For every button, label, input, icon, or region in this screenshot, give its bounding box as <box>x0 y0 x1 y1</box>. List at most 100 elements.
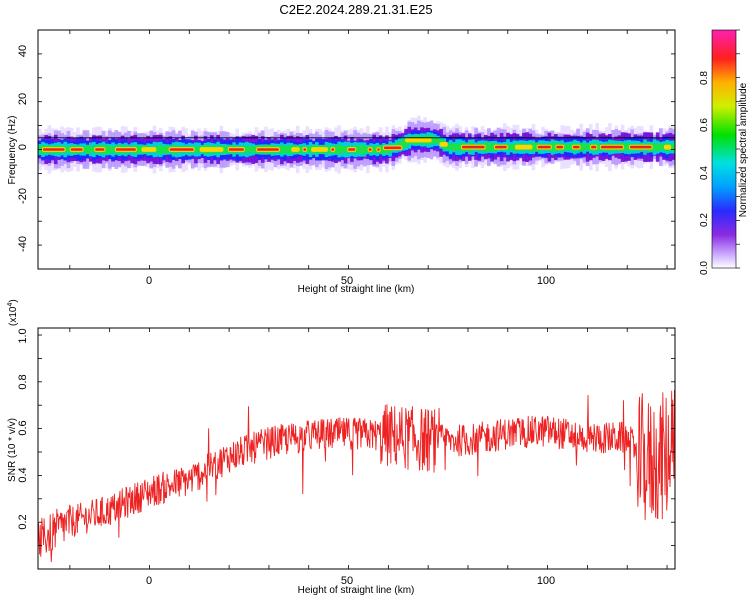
spectrogram-y-tick-label: -20 <box>17 188 29 204</box>
spectrogram-peak <box>629 145 652 149</box>
colorbar-tick-label: 0.2 <box>699 213 710 227</box>
spectrogram-band-cell <box>483 142 488 152</box>
spectrogram-y-tick-label: 40 <box>17 45 29 57</box>
spectrogram-band-cell <box>337 145 341 154</box>
spectrogram-band-cell <box>283 145 287 154</box>
spectrogram-band-cell <box>280 145 284 154</box>
spectrogram-peak-halo <box>141 147 157 152</box>
spectrogram-band-cell <box>675 141 679 152</box>
spectrogram-peak <box>331 148 335 151</box>
snr-minor-ticks <box>38 328 675 569</box>
spectrogram-band-cell <box>655 143 660 151</box>
spectrogram-band-cell <box>251 146 255 153</box>
spectrogram-band-cell <box>194 146 198 153</box>
spectrogram-peak <box>461 145 485 149</box>
snr-x-tick-label: 100 <box>537 575 555 587</box>
spectrogram-band-cell <box>343 146 348 153</box>
snr-frame <box>37 327 676 570</box>
spectrogram-band-cell <box>563 143 568 151</box>
colorbar-ticks <box>736 29 740 269</box>
spectrogram-peak-halo <box>514 144 533 150</box>
spectrogram-peak <box>383 146 402 150</box>
snr-plot-area <box>38 328 675 569</box>
spectrogram-band-cell <box>487 142 491 152</box>
spectrogram-peak <box>303 148 307 151</box>
spectrogram-band-cell <box>512 143 517 151</box>
spectrogram-band-cell <box>82 146 87 153</box>
spectrogram-peak <box>368 148 372 151</box>
spectrogram-band-cell <box>569 143 574 151</box>
spectrogram-band-cell <box>675 141 679 154</box>
spectrogram-band-cell <box>455 144 459 151</box>
spectrogram-band-cell <box>579 142 584 152</box>
snr-x-tick-label: 0 <box>146 575 152 587</box>
spectrogram-band-cell <box>92 146 96 153</box>
spectrogram-peak <box>600 145 623 149</box>
spectrogram-x-axis-label: Height of straight line (km) <box>298 284 415 295</box>
spectrogram-x-tick-label: 0 <box>146 275 152 287</box>
spectrogram-band-cell <box>452 143 456 151</box>
colorbar-tick-label: 0.8 <box>699 71 710 85</box>
snr-y-tick-label: 1.0 <box>17 328 29 343</box>
spectrogram-peak-halo <box>199 147 224 152</box>
spectrogram-band-cell <box>155 146 160 153</box>
spectrogram-minor-ticks <box>38 30 675 269</box>
spectrogram-peak-halo <box>663 144 672 150</box>
colorbar-tick-label: 0.0 <box>699 261 710 275</box>
spectrogram-band-cell <box>550 142 555 152</box>
spectrogram-band-cell <box>448 144 453 150</box>
spectrogram-band-cell <box>165 145 169 154</box>
spectrogram-band-cell <box>675 127 679 167</box>
spectrogram-band-cell <box>401 139 405 149</box>
spectrogram-band-cell <box>652 143 657 151</box>
spectrogram-peak <box>494 145 507 149</box>
spectrogram-peak <box>377 148 380 151</box>
spectrogram-band-cell <box>305 146 310 153</box>
colorbar-gradient <box>711 29 737 269</box>
spectrogram-peak <box>169 148 194 151</box>
spectrogram-peak-halo <box>405 137 432 143</box>
spectrogram-y-axis-label: Frequency (Hz) <box>7 116 18 185</box>
snr-y-tick-label: 0.6 <box>17 420 29 435</box>
spectrogram-band-cell <box>197 146 201 153</box>
spectrogram-band-cell <box>299 146 303 153</box>
spectrogram-band-cell <box>506 144 510 150</box>
spectrogram-band-cell <box>397 142 402 149</box>
spectrogram-band-cell <box>136 145 141 154</box>
spectrogram-peak <box>42 148 65 151</box>
spectrogram-band-cell <box>248 146 252 153</box>
spectrogram-band-cell <box>340 145 345 154</box>
spectrogram-band-cell <box>362 145 367 154</box>
colorbar-tick-label: 0.4 <box>699 166 710 180</box>
spectrogram-y-tick-label: -40 <box>17 236 29 252</box>
spectrogram-peak <box>537 145 551 149</box>
snr-y-tick-label: 0.2 <box>17 514 29 529</box>
spectrogram-band-cell <box>225 146 230 153</box>
spectrogram-x-tick-label: 50 <box>341 275 353 287</box>
spectrogram-band-cell <box>327 145 332 154</box>
spectrogram-peak <box>572 145 580 149</box>
spectrogram-band-cell <box>404 137 408 147</box>
spectrogram-band-cell <box>624 143 628 151</box>
spectrogram-peak <box>257 148 279 151</box>
spectrogram-band-cell <box>66 146 71 153</box>
spectrogram-peak-halo <box>311 147 329 152</box>
spectrogram-band-cell <box>372 145 377 154</box>
spectrogram-peak <box>228 148 244 151</box>
colorbar-label: Normalized spectral amplitude <box>738 82 749 217</box>
spectrogram-band-cell <box>88 146 93 153</box>
snr-y-tick-label: 0.4 <box>17 467 29 482</box>
snr-x-tick-label: 50 <box>341 575 353 587</box>
spectrogram-y-tick-label: 0 <box>17 144 29 150</box>
snr-panel: 0.2 0.4 0.6 0.8 1.0 (x104) 0 50 100 Heig… <box>7 299 676 596</box>
spectrogram-band-cell <box>159 145 163 154</box>
spectrogram-band-cell <box>509 144 513 151</box>
spectrogram-peak <box>95 148 105 151</box>
spectrogram-band-cell <box>436 138 440 144</box>
spectrogram-band-cell <box>490 142 494 152</box>
spectrogram-band-cell <box>675 136 679 158</box>
figure-title: C2E2.2024.289.21.31.E25 <box>279 2 432 17</box>
spectrogram-y-tick-label: 20 <box>17 93 29 105</box>
spectrogram-band-cell <box>585 143 590 151</box>
